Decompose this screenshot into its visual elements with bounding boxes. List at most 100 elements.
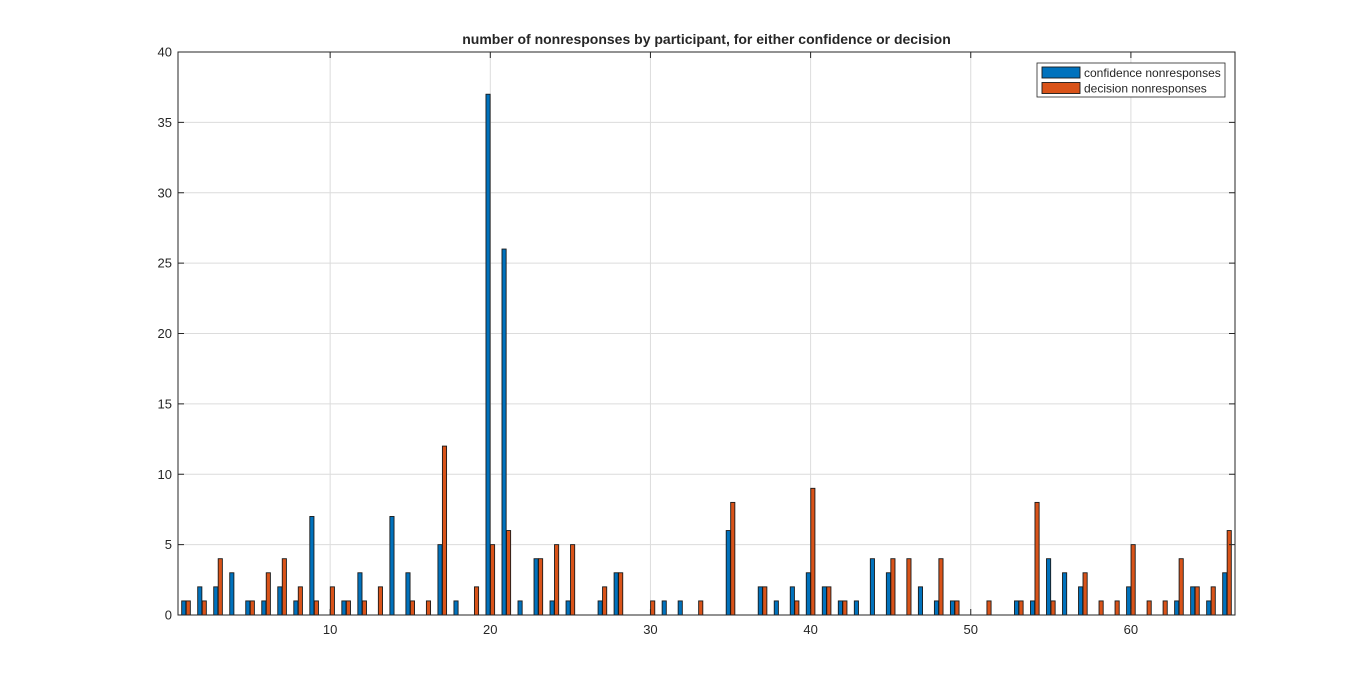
y-tick-label: 35 xyxy=(158,115,172,130)
bar xyxy=(249,600,255,616)
bar xyxy=(570,544,576,616)
bar xyxy=(677,600,683,616)
bar xyxy=(597,600,603,616)
bar xyxy=(730,501,736,616)
bar xyxy=(762,586,768,616)
bar xyxy=(329,586,335,616)
x-tick-label: 50 xyxy=(964,622,978,637)
bar xyxy=(297,586,303,616)
legend-swatch xyxy=(1041,66,1081,79)
bar xyxy=(1146,600,1152,616)
bar xyxy=(986,600,992,616)
legend-label: decision nonresponses xyxy=(1084,82,1207,96)
y-tick-label: 15 xyxy=(158,396,172,411)
bar xyxy=(906,558,912,616)
bar xyxy=(501,248,507,616)
bar xyxy=(794,600,800,616)
bar xyxy=(1034,501,1040,616)
bar xyxy=(773,600,779,616)
grid-lines xyxy=(178,52,1235,615)
legend-label: confidence nonresponses xyxy=(1084,66,1221,80)
bar xyxy=(954,600,960,616)
bar xyxy=(618,572,624,616)
y-tick-label: 30 xyxy=(158,185,172,200)
chart-title: number of nonresponses by participant, f… xyxy=(462,31,951,47)
x-tick-label: 20 xyxy=(483,622,497,637)
bar xyxy=(1130,544,1136,616)
axis-ticks: 10 20 30 40 50 60 0 5 10 15 20 25 30 35 40 xyxy=(158,45,1235,637)
bar xyxy=(565,600,571,616)
bar xyxy=(309,516,315,616)
bar xyxy=(549,600,555,616)
bar xyxy=(613,572,619,616)
bar xyxy=(1222,572,1228,616)
bar xyxy=(837,600,843,616)
bar xyxy=(1046,558,1052,616)
bar xyxy=(949,600,956,616)
bar xyxy=(261,600,267,616)
bar xyxy=(1190,586,1196,616)
y-tick-label: 0 xyxy=(165,608,172,623)
bar xyxy=(1226,530,1232,616)
bar xyxy=(185,600,191,616)
bar xyxy=(281,558,287,616)
bar xyxy=(890,558,896,616)
bar xyxy=(1174,600,1180,616)
bar xyxy=(757,586,763,616)
bar xyxy=(826,586,832,616)
bar xyxy=(425,600,432,616)
x-tick-label: 40 xyxy=(803,622,817,637)
bar xyxy=(506,530,512,616)
bar xyxy=(1194,586,1200,616)
bar xyxy=(1162,600,1168,616)
bar xyxy=(650,600,656,616)
bar xyxy=(1126,586,1132,616)
bar xyxy=(389,516,395,616)
bar xyxy=(313,600,319,616)
bar xyxy=(229,572,235,616)
bar xyxy=(357,572,363,616)
bar xyxy=(517,600,523,616)
bar xyxy=(245,600,251,616)
bar xyxy=(181,600,187,616)
bar xyxy=(1098,600,1104,616)
y-tick-label: 10 xyxy=(158,467,172,482)
bar xyxy=(789,586,795,616)
bar xyxy=(1178,558,1184,616)
y-tick-label: 20 xyxy=(158,326,172,341)
bar xyxy=(1018,600,1024,616)
bar xyxy=(437,544,443,616)
bar xyxy=(933,600,940,616)
bar xyxy=(554,544,560,616)
bar xyxy=(1206,600,1212,616)
bar xyxy=(602,586,608,616)
bar xyxy=(805,572,811,616)
bar xyxy=(405,572,411,616)
bar xyxy=(1030,600,1036,616)
bar xyxy=(485,93,491,616)
bar xyxy=(661,600,667,616)
y-tick-label: 25 xyxy=(158,256,172,271)
bar xyxy=(441,445,448,616)
bar xyxy=(213,586,219,616)
bar xyxy=(197,586,203,616)
bar xyxy=(1078,586,1084,616)
bar xyxy=(842,600,848,616)
bar xyxy=(341,600,347,616)
bar xyxy=(453,600,459,616)
bar xyxy=(698,600,704,616)
bar xyxy=(821,586,827,616)
bar xyxy=(490,544,496,616)
bar xyxy=(810,487,816,616)
bar xyxy=(265,572,271,616)
bar xyxy=(361,600,367,616)
bar xyxy=(853,600,859,616)
bar xyxy=(409,600,415,616)
y-tick-label: 40 xyxy=(158,45,172,60)
legend-swatch xyxy=(1041,82,1081,94)
bar xyxy=(293,600,299,616)
bar xyxy=(1114,600,1120,616)
